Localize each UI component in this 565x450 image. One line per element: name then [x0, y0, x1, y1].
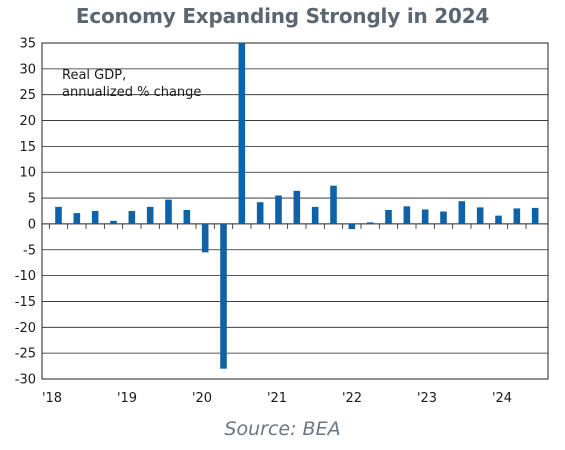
- chart-title: Economy Expanding Strongly in 2024: [75, 4, 490, 28]
- bar-2019Q1: [128, 211, 136, 224]
- bar-2023Q3: [458, 201, 466, 224]
- bar-2024Q2: [513, 208, 521, 224]
- gridlines: [42, 42, 548, 380]
- bar-2018Q2: [73, 213, 81, 224]
- bar-2024Q3: [531, 207, 539, 224]
- y-tick-label: -10: [15, 269, 36, 284]
- annotation-line: annualized % change: [62, 85, 201, 100]
- bars: [55, 43, 539, 369]
- bar-2018Q1: [55, 206, 62, 224]
- y-tick-label: 10: [19, 166, 36, 181]
- bar-2023Q2: [440, 211, 447, 224]
- annotation: Real GDP, annualized % change: [62, 68, 201, 100]
- y-tick-label: -30: [15, 373, 36, 388]
- y-tick-label: 15: [19, 140, 36, 155]
- bar-2021Q2: [293, 190, 301, 224]
- x-tick-label: '18: [42, 391, 62, 406]
- plot-frame: [41, 42, 549, 380]
- y-tick-label: 0: [28, 217, 36, 232]
- y-tick-label: 35: [19, 37, 36, 52]
- bar-2022Q2: [366, 222, 374, 224]
- y-tick-label: -25: [15, 347, 36, 362]
- y-tick-label: -15: [15, 295, 36, 310]
- y-tick-label: -20: [15, 321, 36, 336]
- y-tick-label: 25: [19, 88, 36, 103]
- bar-2018Q3: [91, 211, 99, 224]
- bar-2019Q4: [183, 209, 191, 224]
- x-tick-label: '19: [117, 391, 137, 406]
- bar-2020Q1: [201, 223, 209, 253]
- bar-2023Q1: [421, 209, 429, 224]
- y-tick-label: 5: [28, 192, 36, 207]
- x-tick-label: '23: [417, 391, 437, 406]
- bar-2021Q3: [311, 206, 319, 224]
- y-tick-label: 30: [19, 62, 36, 77]
- bar-2018Q4: [110, 220, 117, 224]
- source-note: Source: BEA: [224, 418, 341, 440]
- x-tick-label: '21: [267, 391, 287, 406]
- bar-2022Q4: [403, 206, 411, 224]
- bar-2023Q4: [476, 207, 484, 224]
- x-tick-label: '22: [342, 391, 362, 406]
- bar-2019Q3: [165, 199, 172, 224]
- annotation-line: Real GDP,: [62, 68, 126, 83]
- x-tick-label: '24: [492, 391, 512, 406]
- x-tick-label: '20: [192, 391, 212, 406]
- bar-2021Q4: [330, 185, 337, 224]
- bar-2020Q4: [256, 202, 264, 224]
- bar-2022Q1: [348, 223, 356, 230]
- y-tick-label: 20: [19, 114, 36, 129]
- bar-2020Q3: [238, 43, 246, 224]
- tick-labels: 35 30 25 20 15 10 5 0 -5 -10 -15 -20 -25 -30 '18 '19 '20…: [15, 37, 512, 407]
- bar-2019Q2: [146, 206, 154, 224]
- bar-2020Q2: [220, 223, 227, 369]
- y-tick-label: -5: [23, 243, 36, 258]
- bar-2024Q1: [495, 215, 502, 224]
- bar-2022Q3: [385, 209, 392, 224]
- bar-2021Q1: [275, 195, 282, 224]
